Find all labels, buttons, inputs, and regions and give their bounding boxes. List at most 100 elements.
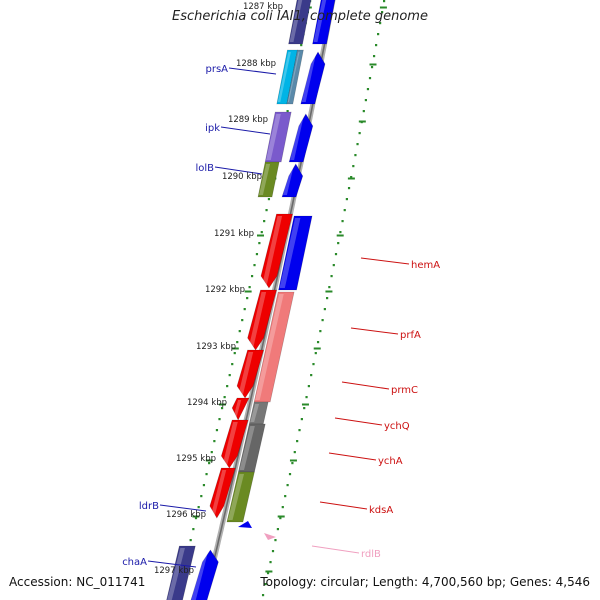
gene-block-ipk-arrow	[288, 113, 314, 163]
tick-dot	[238, 330, 241, 333]
gene-block-prsA-c	[300, 51, 326, 105]
tick-dot	[220, 407, 224, 410]
gene-label-ipk: ipk	[205, 123, 220, 134]
tick-dot	[375, 44, 378, 47]
tick-dot	[250, 275, 254, 278]
tick-dot	[281, 506, 284, 509]
major-tick-outer	[277, 515, 285, 518]
gene-label-kdsA: kdsA	[369, 505, 393, 516]
major-tick-outer	[379, 6, 387, 9]
gene-label-rdlB: rdlB	[361, 549, 381, 560]
tick-dot	[354, 154, 357, 157]
gene-block-ipk-shine	[266, 114, 281, 160]
gene-label-ychA: ychA	[378, 456, 403, 467]
gene-block-lolB-shine	[259, 164, 271, 195]
tick-dot	[321, 319, 324, 322]
major-tick-outer	[301, 403, 309, 406]
tick-dot	[358, 132, 361, 135]
gene-block-prsA-c-shine	[301, 54, 316, 102]
gene-label-chaA: chaA	[122, 557, 147, 568]
tick-dot	[258, 242, 261, 245]
major-tick-inner	[205, 459, 213, 462]
tick-dot	[337, 242, 340, 245]
gene-marker-rdlB	[264, 533, 276, 540]
tick-dot	[264, 583, 267, 586]
tick-dot	[223, 396, 226, 399]
tick-dot	[341, 220, 344, 223]
genome-summary-text: Topology: circular; Length: 4,700,560 bp…	[260, 575, 590, 589]
tick-dot	[194, 517, 198, 520]
gene-label-prfA: prfA	[400, 330, 421, 341]
tick-dot	[248, 286, 251, 289]
tick-dot	[192, 528, 195, 531]
label-leader-lines	[147, 67, 410, 568]
tick-dot	[269, 561, 272, 564]
tick-dot	[305, 396, 308, 399]
major-tick-inner	[244, 290, 252, 293]
tick-dot	[296, 440, 299, 443]
gene-label-ldrB: ldrB	[139, 501, 159, 512]
gene-block-hemA-blue-shine	[279, 218, 301, 288]
leader-line-ipk	[220, 126, 271, 135]
tick-dot	[218, 418, 221, 421]
ruler-label: 1295 kbp	[176, 454, 216, 464]
leader-line-chaA	[147, 560, 197, 568]
leader-line-prsA	[228, 67, 277, 75]
tick-dot	[265, 209, 268, 212]
gene-block-ychA-shine	[239, 426, 255, 470]
tick-dot	[197, 506, 200, 509]
tick-dot	[362, 110, 365, 113]
gene-block-top-1-shine	[289, 0, 303, 42]
accession-text: Accession: NC_011741	[9, 575, 146, 589]
major-tick-outer	[369, 63, 377, 66]
major-tick-outer	[336, 234, 344, 237]
ruler-label: 1290 kbp	[222, 172, 262, 182]
gene-block-ychA-red	[220, 419, 249, 469]
gene-block-ychQ-red-shine	[233, 400, 242, 418]
tick-dot	[347, 187, 351, 190]
tick-dot	[345, 198, 348, 201]
tick-dot	[330, 275, 333, 278]
tick-dot	[189, 539, 192, 542]
major-tick-outer	[289, 459, 297, 462]
tick-dot	[370, 66, 374, 69]
tick-dot	[379, 22, 382, 25]
major-tick-outer	[358, 120, 366, 123]
tick-dot	[293, 451, 296, 454]
gene-block-prsA-b	[286, 49, 304, 105]
ruler-label: 1288 kbp	[236, 59, 276, 69]
leader-line-rdlB	[311, 545, 360, 554]
leader-line-prfA	[350, 327, 399, 335]
ruler-label: 1293 kbp	[196, 342, 236, 352]
tick-dot	[368, 77, 372, 80]
tick-dot	[356, 143, 359, 146]
leader-line-lolB	[214, 166, 263, 175]
gene-block-chaA-b-shine	[191, 552, 208, 600]
tick-dot	[352, 165, 355, 168]
ruler-label: 1291 kbp	[214, 229, 254, 239]
tick-dot	[319, 330, 322, 333]
gene-label-hemA: hemA	[411, 260, 440, 271]
gene-block-top-1	[288, 0, 312, 45]
ruler-label: 1296 kbp	[166, 510, 206, 520]
tick-dot	[339, 231, 342, 234]
tick-dot	[284, 495, 287, 498]
leader-line-ychQ	[334, 417, 383, 426]
tick-dot	[200, 495, 203, 498]
gene-block-ychQ-red	[231, 397, 250, 421]
gene-block-lolB-arrow	[281, 163, 304, 198]
gene-marker-ldrB	[238, 521, 252, 528]
tick-dot	[300, 418, 303, 421]
major-tick-inner	[218, 403, 226, 406]
tick-dot	[255, 253, 259, 256]
gene-block-ipk-arrow-shine	[290, 116, 304, 160]
leader-line-hemA	[360, 257, 410, 265]
tick-dot	[236, 341, 239, 344]
ruler-label: 1294 kbp	[187, 398, 227, 408]
map-text-labels: 1287 kbp 1288 kbp 1289 kbp 1290 kbp 1291 kbp…	[122, 2, 440, 576]
tick-dot	[303, 407, 306, 410]
gene-label-ychQ: ychQ	[384, 421, 410, 432]
tick-dot	[228, 374, 231, 377]
gene-block-hemA-blue	[278, 215, 313, 291]
